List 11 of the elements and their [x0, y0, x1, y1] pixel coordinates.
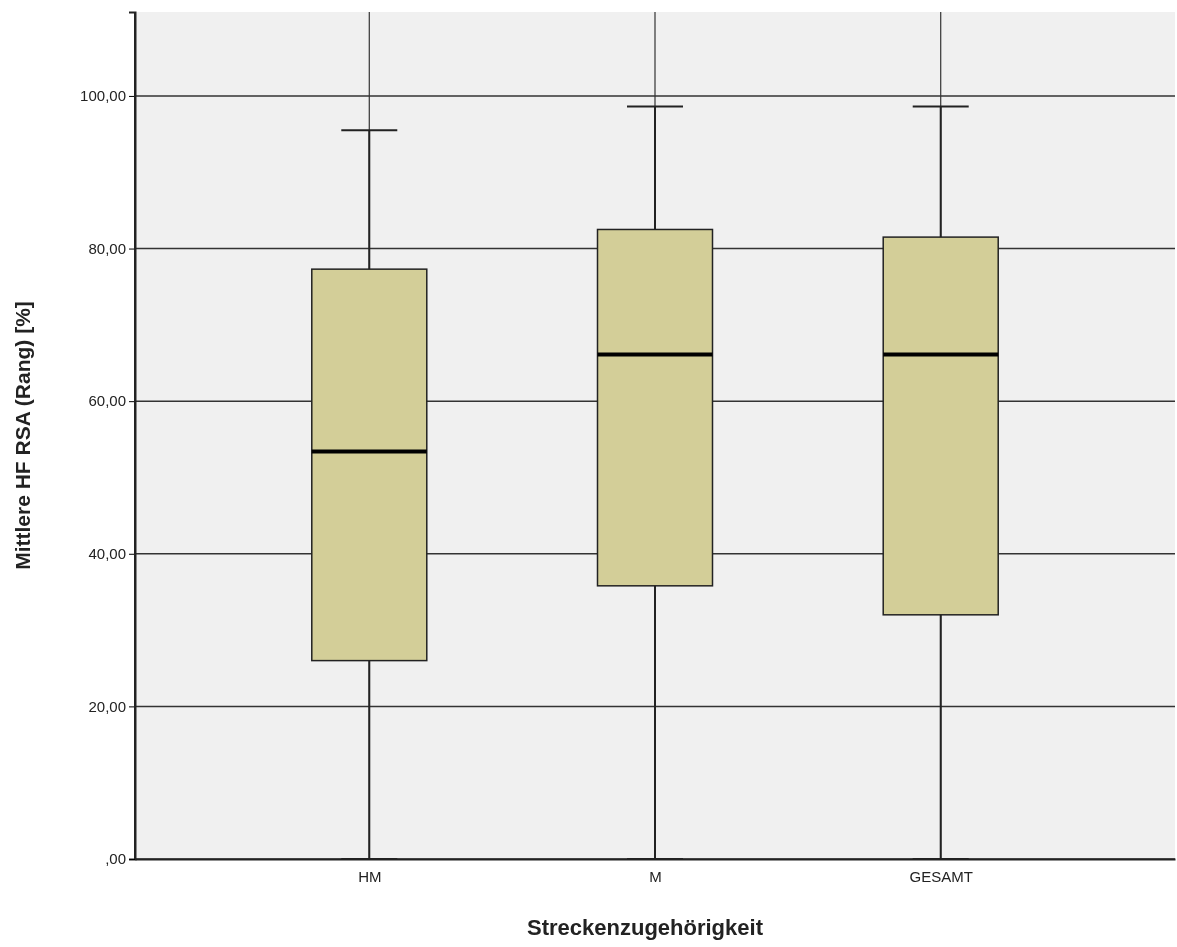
y-tick-label: ,00	[105, 850, 126, 868]
y-tick-label: 40,00	[88, 545, 126, 563]
y-tick-label: 20,00	[88, 697, 126, 715]
x-tick-label: HM	[358, 867, 382, 885]
x-tick-label: M	[649, 867, 662, 885]
y-axis-title: Mittlere HF RSA (Rang) [%]	[11, 301, 34, 570]
y-tick-label: 60,00	[88, 392, 126, 410]
y-tick-label: 80,00	[88, 239, 126, 257]
x-axis-title: Streckenzugehörigkeit	[527, 915, 764, 940]
x-tick-label: GESAMT	[909, 867, 973, 885]
y-tick-label: 100,00	[80, 87, 126, 105]
